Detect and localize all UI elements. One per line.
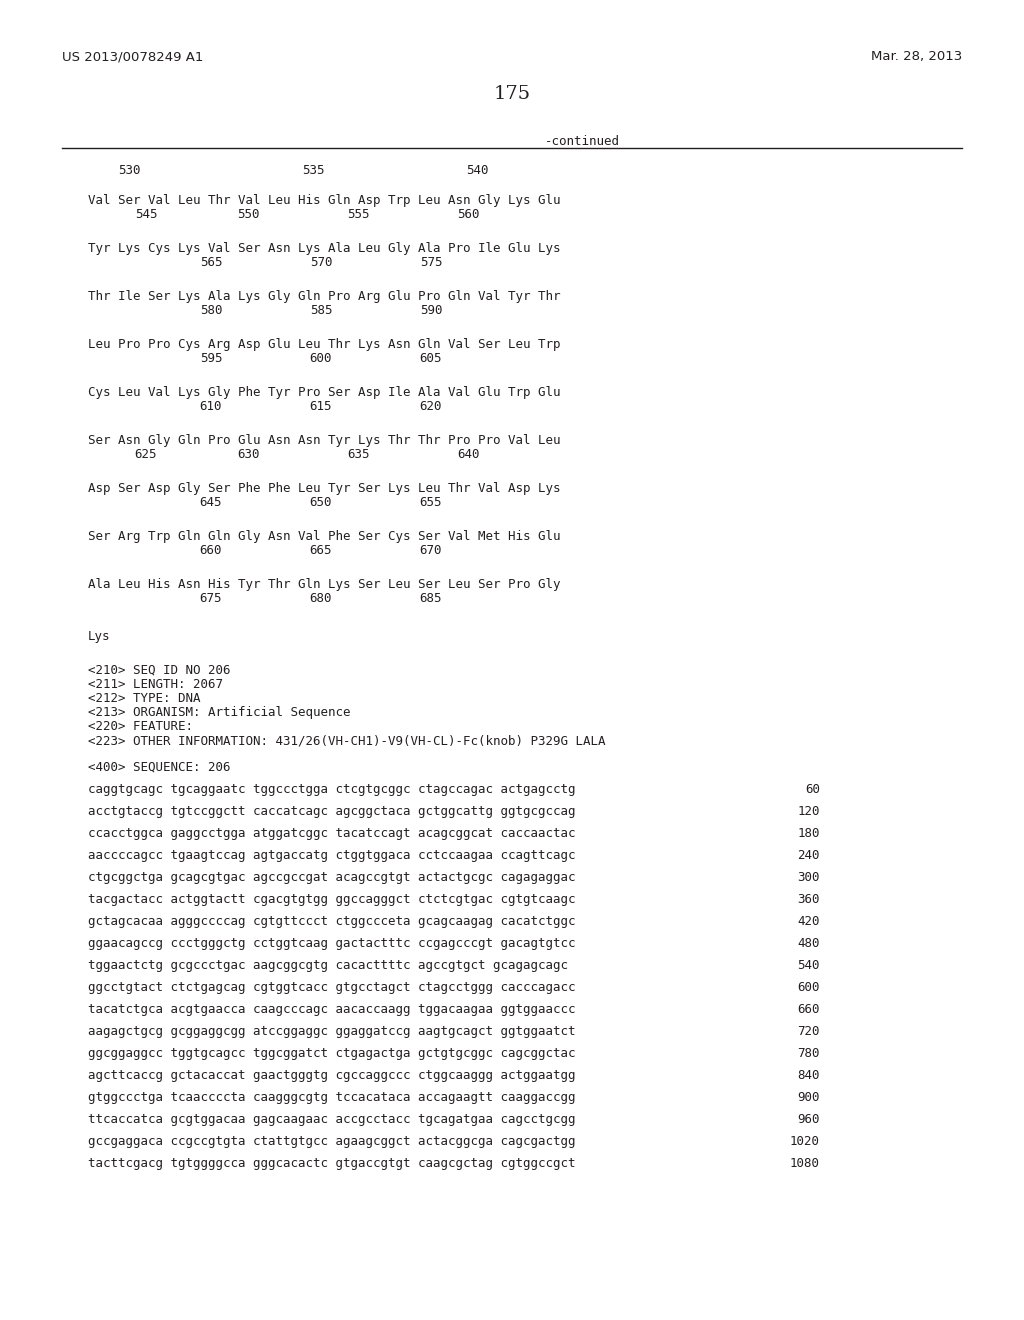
Text: Asp Ser Asp Gly Ser Phe Phe Leu Tyr Ser Lys Leu Thr Val Asp Lys: Asp Ser Asp Gly Ser Phe Phe Leu Tyr Ser … (88, 482, 560, 495)
Text: 600: 600 (798, 981, 820, 994)
Text: 590: 590 (420, 304, 442, 317)
Text: 535: 535 (302, 164, 325, 177)
Text: 625: 625 (135, 447, 158, 461)
Text: <212> TYPE: DNA: <212> TYPE: DNA (88, 692, 201, 705)
Text: 545: 545 (135, 209, 158, 220)
Text: 180: 180 (798, 828, 820, 840)
Text: 720: 720 (798, 1026, 820, 1038)
Text: 570: 570 (309, 256, 332, 269)
Text: <220> FEATURE:: <220> FEATURE: (88, 719, 193, 733)
Text: 595: 595 (200, 352, 222, 366)
Text: agcttcaccg gctacaccat gaactgggtg cgccaggccc ctggcaaggg actggaatgg: agcttcaccg gctacaccat gaactgggtg cgccagg… (88, 1069, 575, 1082)
Text: ggcggaggcc tggtgcagcc tggcggatct ctgagactga gctgtgcggc cagcggctac: ggcggaggcc tggtgcagcc tggcggatct ctgagac… (88, 1047, 575, 1060)
Text: 1080: 1080 (790, 1158, 820, 1170)
Text: 630: 630 (238, 447, 260, 461)
Text: Thr Ile Ser Lys Ala Lys Gly Gln Pro Arg Glu Pro Gln Val Tyr Thr: Thr Ile Ser Lys Ala Lys Gly Gln Pro Arg … (88, 290, 560, 304)
Text: 685: 685 (420, 591, 442, 605)
Text: Val Ser Val Leu Thr Val Leu His Gln Asp Trp Leu Asn Gly Lys Glu: Val Ser Val Leu Thr Val Leu His Gln Asp … (88, 194, 560, 207)
Text: 555: 555 (347, 209, 370, 220)
Text: ttcaccatca gcgtggacaa gagcaagaac accgcctacc tgcagatgaa cagcctgcgg: ttcaccatca gcgtggacaa gagcaagaac accgcct… (88, 1113, 575, 1126)
Text: 620: 620 (420, 400, 442, 413)
Text: 530: 530 (118, 164, 140, 177)
Text: 900: 900 (798, 1092, 820, 1104)
Text: 360: 360 (798, 894, 820, 906)
Text: tacgactacc actggtactt cgacgtgtgg ggccagggct ctctcgtgac cgtgtcaagc: tacgactacc actggtactt cgacgtgtgg ggccagg… (88, 894, 575, 906)
Text: <223> OTHER INFORMATION: 431/26(VH-CH1)-V9(VH-CL)-Fc(knob) P329G LALA: <223> OTHER INFORMATION: 431/26(VH-CH1)-… (88, 734, 605, 747)
Text: <400> SEQUENCE: 206: <400> SEQUENCE: 206 (88, 762, 230, 774)
Text: 615: 615 (309, 400, 332, 413)
Text: gtggccctga tcaaccccta caagggcgtg tccacataca accagaagtt caaggaccgg: gtggccctga tcaaccccta caagggcgtg tccacat… (88, 1092, 575, 1104)
Text: Lys: Lys (88, 630, 111, 643)
Text: 660: 660 (798, 1003, 820, 1016)
Text: 575: 575 (420, 256, 442, 269)
Text: aaccccagcc tgaagtccag agtgaccatg ctggtggaca cctccaagaa ccagttcagc: aaccccagcc tgaagtccag agtgaccatg ctggtgg… (88, 849, 575, 862)
Text: 645: 645 (200, 496, 222, 510)
Text: -continued: -continued (545, 135, 620, 148)
Text: 560: 560 (458, 209, 480, 220)
Text: Tyr Lys Cys Lys Val Ser Asn Lys Ala Leu Gly Ala Pro Ile Glu Lys: Tyr Lys Cys Lys Val Ser Asn Lys Ala Leu … (88, 242, 560, 255)
Text: 665: 665 (309, 544, 332, 557)
Text: 565: 565 (200, 256, 222, 269)
Text: 840: 840 (798, 1069, 820, 1082)
Text: Cys Leu Val Lys Gly Phe Tyr Pro Ser Asp Ile Ala Val Glu Trp Glu: Cys Leu Val Lys Gly Phe Tyr Pro Ser Asp … (88, 385, 560, 399)
Text: 650: 650 (309, 496, 332, 510)
Text: US 2013/0078249 A1: US 2013/0078249 A1 (62, 50, 204, 63)
Text: 585: 585 (309, 304, 332, 317)
Text: 670: 670 (420, 544, 442, 557)
Text: gccgaggaca ccgccgtgta ctattgtgcc agaagcggct actacggcga cagcgactgg: gccgaggaca ccgccgtgta ctattgtgcc agaagcg… (88, 1135, 575, 1148)
Text: Ala Leu His Asn His Tyr Thr Gln Lys Ser Leu Ser Leu Ser Pro Gly: Ala Leu His Asn His Tyr Thr Gln Lys Ser … (88, 578, 560, 591)
Text: ccacctggca gaggcctgga atggatcggc tacatccagt acagcggcat caccaactac: ccacctggca gaggcctgga atggatcggc tacatcc… (88, 828, 575, 840)
Text: 605: 605 (420, 352, 442, 366)
Text: Ser Asn Gly Gln Pro Glu Asn Asn Tyr Lys Thr Thr Pro Pro Val Leu: Ser Asn Gly Gln Pro Glu Asn Asn Tyr Lys … (88, 434, 560, 447)
Text: 660: 660 (200, 544, 222, 557)
Text: 580: 580 (200, 304, 222, 317)
Text: 175: 175 (494, 84, 530, 103)
Text: 420: 420 (798, 915, 820, 928)
Text: ctgcggctga gcagcgtgac agccgccgat acagccgtgt actactgcgc cagagaggac: ctgcggctga gcagcgtgac agccgccgat acagccg… (88, 871, 575, 884)
Text: 635: 635 (347, 447, 370, 461)
Text: 640: 640 (458, 447, 480, 461)
Text: 655: 655 (420, 496, 442, 510)
Text: 120: 120 (798, 805, 820, 818)
Text: 610: 610 (200, 400, 222, 413)
Text: <211> LENGTH: 2067: <211> LENGTH: 2067 (88, 678, 223, 690)
Text: 60: 60 (805, 783, 820, 796)
Text: Leu Pro Pro Cys Arg Asp Glu Leu Thr Lys Asn Gln Val Ser Leu Trp: Leu Pro Pro Cys Arg Asp Glu Leu Thr Lys … (88, 338, 560, 351)
Text: 550: 550 (238, 209, 260, 220)
Text: tggaactctg gcgccctgac aagcggcgtg cacacttttc agccgtgct gcagagcagc: tggaactctg gcgccctgac aagcggcgtg cacactt… (88, 960, 568, 972)
Text: 540: 540 (466, 164, 488, 177)
Text: tacatctgca acgtgaacca caagcccagc aacaccaagg tggacaagaa ggtggaaccc: tacatctgca acgtgaacca caagcccagc aacacca… (88, 1003, 575, 1016)
Text: 675: 675 (200, 591, 222, 605)
Text: 480: 480 (798, 937, 820, 950)
Text: 1020: 1020 (790, 1135, 820, 1148)
Text: 680: 680 (309, 591, 332, 605)
Text: 780: 780 (798, 1047, 820, 1060)
Text: ggcctgtact ctctgagcag cgtggtcacc gtgcctagct ctagcctggg cacccagacc: ggcctgtact ctctgagcag cgtggtcacc gtgccta… (88, 981, 575, 994)
Text: tacttcgacg tgtggggcca gggcacactc gtgaccgtgt caagcgctag cgtggccgct: tacttcgacg tgtggggcca gggcacactc gtgaccg… (88, 1158, 575, 1170)
Text: acctgtaccg tgtccggctt caccatcagc agcggctaca gctggcattg ggtgcgccag: acctgtaccg tgtccggctt caccatcagc agcggct… (88, 805, 575, 818)
Text: 300: 300 (798, 871, 820, 884)
Text: caggtgcagc tgcaggaatc tggccctgga ctcgtgcggc ctagccagac actgagcctg: caggtgcagc tgcaggaatc tggccctgga ctcgtgc… (88, 783, 575, 796)
Text: ggaacagccg ccctgggctg cctggtcaag gactactttc ccgagcccgt gacagtgtcc: ggaacagccg ccctgggctg cctggtcaag gactact… (88, 937, 575, 950)
Text: 240: 240 (798, 849, 820, 862)
Text: 600: 600 (309, 352, 332, 366)
Text: Mar. 28, 2013: Mar. 28, 2013 (870, 50, 962, 63)
Text: <213> ORGANISM: Artificial Sequence: <213> ORGANISM: Artificial Sequence (88, 706, 350, 719)
Text: 960: 960 (798, 1113, 820, 1126)
Text: <210> SEQ ID NO 206: <210> SEQ ID NO 206 (88, 664, 230, 677)
Text: 540: 540 (798, 960, 820, 972)
Text: aagagctgcg gcggaggcgg atccggaggc ggaggatccg aagtgcagct ggtggaatct: aagagctgcg gcggaggcgg atccggaggc ggaggat… (88, 1026, 575, 1038)
Text: gctagcacaa agggccccag cgtgttccct ctggccceta gcagcaagag cacatctggc: gctagcacaa agggccccag cgtgttccct ctggccc… (88, 915, 575, 928)
Text: Ser Arg Trp Gln Gln Gly Asn Val Phe Ser Cys Ser Val Met His Glu: Ser Arg Trp Gln Gln Gly Asn Val Phe Ser … (88, 531, 560, 543)
